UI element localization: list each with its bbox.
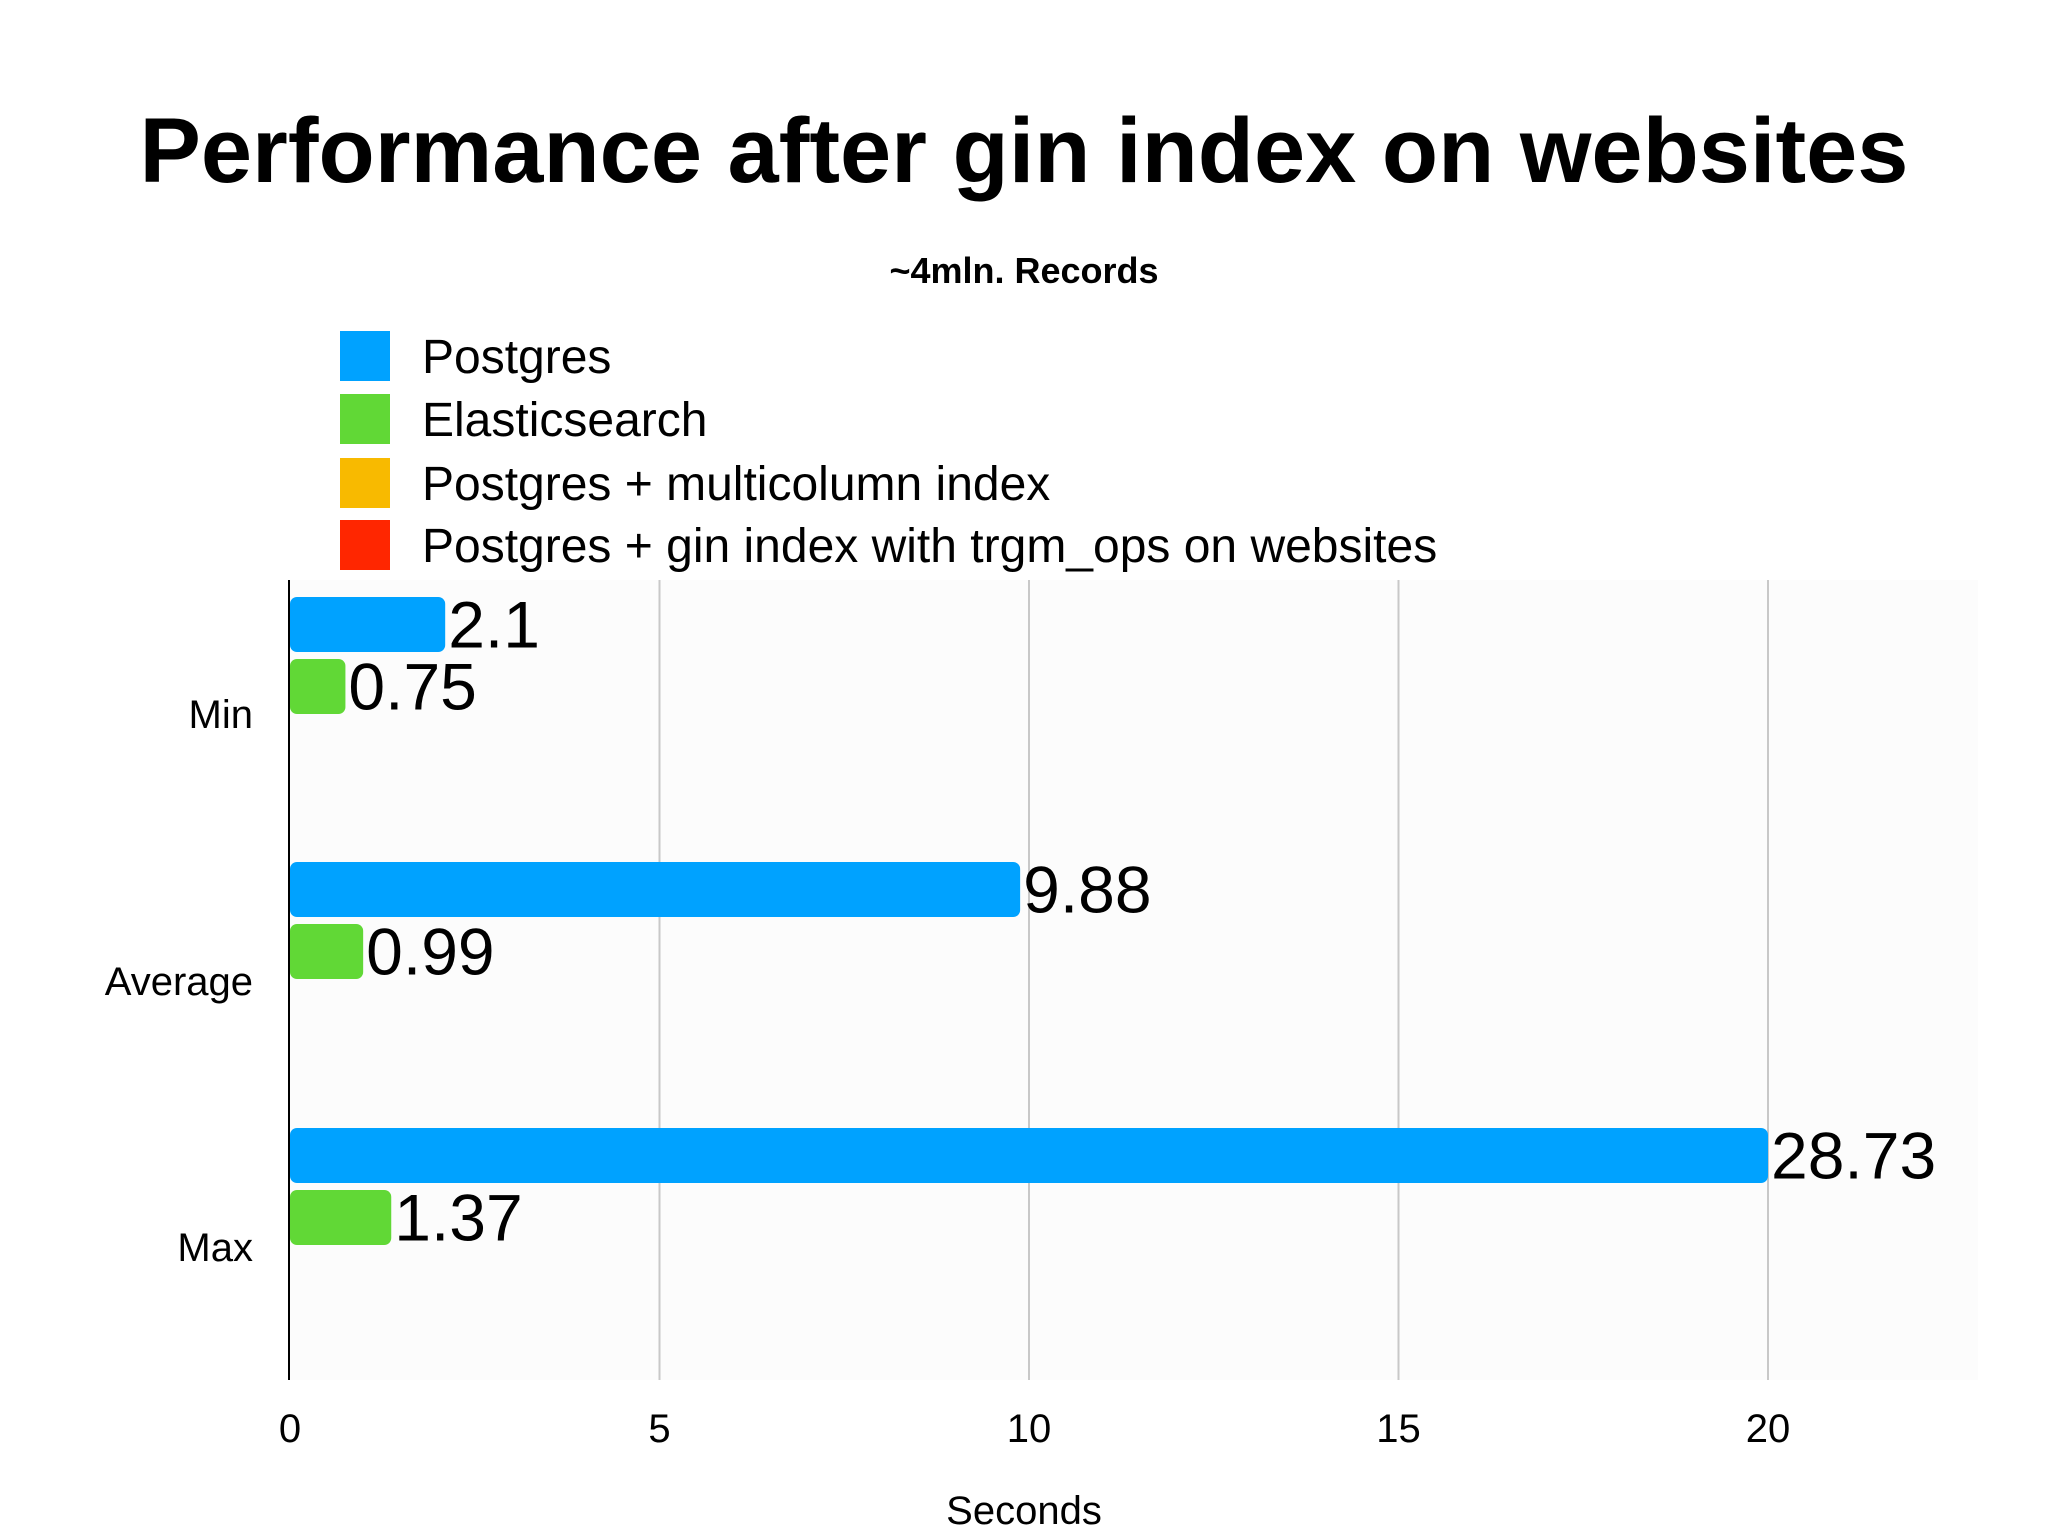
plot-area: [290, 580, 1978, 1380]
legend-label: Postgres: [422, 331, 611, 384]
x-tick-label: 20: [1746, 1407, 1791, 1451]
value-label: 1.37: [394, 1181, 522, 1255]
bar-postgres-average: [290, 862, 1021, 917]
legend: Postgres Elasticsearch Postgres + multicol…: [340, 331, 1437, 573]
x-tick-label: 10: [1007, 1407, 1052, 1451]
bar-elasticsearch-min: [290, 659, 346, 714]
category-label-average: Average: [105, 960, 253, 1004]
value-labels: 2.1 9.88 28.73 0.75 0.99 1.37: [348, 588, 1936, 1255]
value-label: 28.73: [1771, 1119, 1936, 1193]
bar-postgres-min: [290, 597, 446, 652]
bar-postgres-max: [290, 1128, 1768, 1183]
value-label: 2.1: [448, 588, 540, 662]
bar-elasticsearch-max: [290, 1190, 392, 1245]
x-axis-ticks: 0 5 10 15 20: [279, 1407, 1790, 1451]
x-tick-label: 5: [648, 1407, 670, 1451]
chart-title: Performance after gin index on websites: [140, 100, 1909, 202]
legend-swatch: [340, 394, 390, 444]
x-tick-label: 15: [1376, 1407, 1421, 1451]
chart-subtitle: ~4mln. Records: [889, 250, 1158, 291]
legend-label: Elasticsearch: [422, 394, 707, 447]
category-label-min: Min: [189, 693, 253, 737]
grid-lines: [658, 580, 1769, 1380]
legend-label: Postgres + gin index with trgm_ops on we…: [422, 520, 1437, 573]
category-labels: Min Average Max: [105, 693, 253, 1270]
x-tick-label: 0: [279, 1407, 301, 1451]
legend-label: Postgres + multicolumn index: [422, 458, 1050, 511]
x-axis-label: Seconds: [946, 1489, 1102, 1533]
category-label-max: Max: [177, 1226, 253, 1270]
value-label: 0.75: [348, 650, 476, 724]
bar-elasticsearch-average: [290, 924, 364, 979]
value-label: 9.88: [1023, 853, 1151, 927]
bars: [290, 597, 1768, 1245]
legend-swatch: [340, 331, 390, 381]
legend-swatch: [340, 458, 390, 508]
value-label: 0.99: [366, 915, 494, 989]
legend-swatch: [340, 520, 390, 570]
